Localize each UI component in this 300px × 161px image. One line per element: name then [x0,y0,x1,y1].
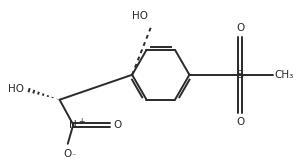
Text: ⁻: ⁻ [71,151,76,160]
Text: O: O [64,149,72,159]
Text: N: N [69,120,77,130]
Text: HO: HO [8,85,24,95]
Text: +: + [78,117,84,126]
Text: O: O [236,23,244,33]
Text: O: O [114,120,122,130]
Text: O: O [236,117,244,127]
Text: CH₃: CH₃ [275,70,294,80]
Text: S: S [236,70,244,80]
Text: HO: HO [133,10,148,21]
